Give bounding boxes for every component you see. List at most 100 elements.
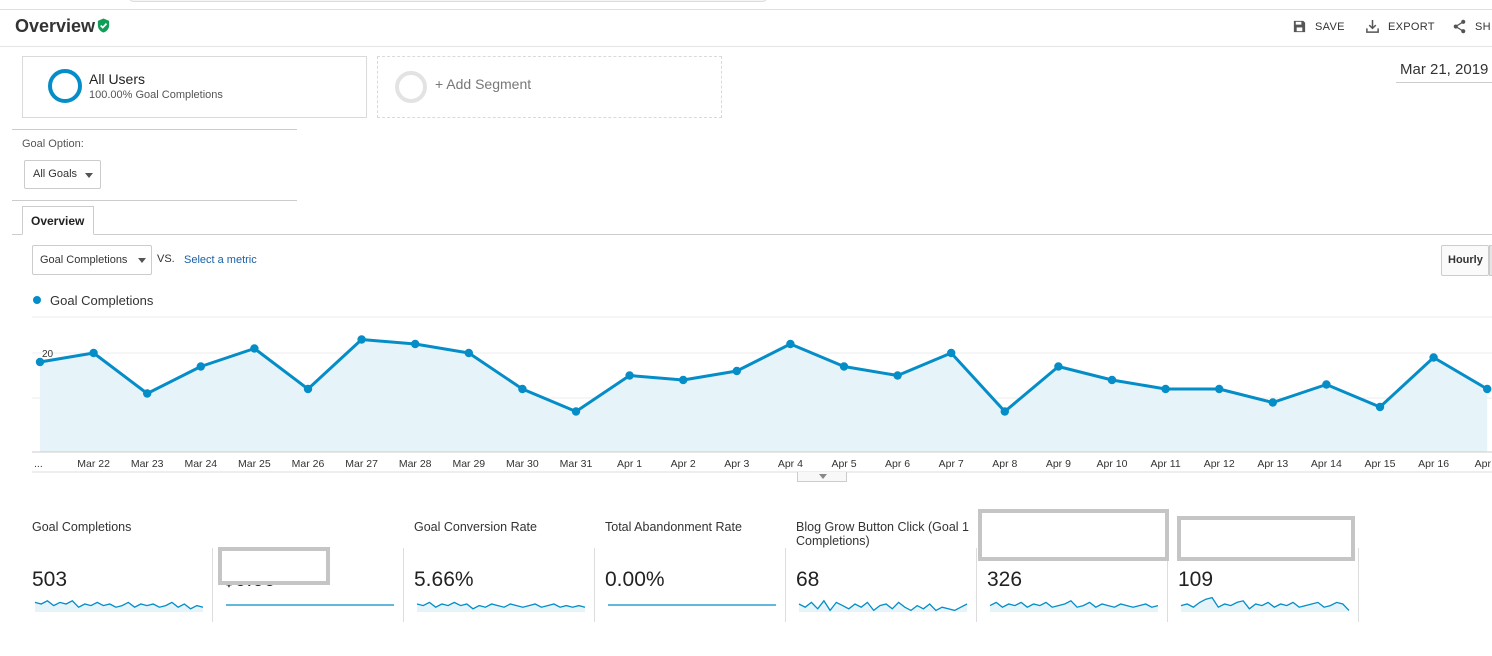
data-point[interactable] <box>1107 375 1117 385</box>
sparkline-line <box>34 600 204 610</box>
data-point[interactable] <box>411 339 420 349</box>
divider <box>12 129 297 130</box>
data-point[interactable] <box>893 371 902 380</box>
sparkline-line <box>798 599 968 612</box>
sparkline <box>1180 596 1350 612</box>
x-tick-label: Apr 16 <box>1418 458 1449 470</box>
data-point[interactable] <box>732 366 741 376</box>
divider <box>976 548 977 622</box>
goal-option-select[interactable]: All Goals <box>24 160 101 189</box>
data-point[interactable] <box>1215 384 1224 394</box>
export-label: EXPORT <box>1388 20 1435 33</box>
date-range-picker[interactable]: Mar 21, 2019 <box>1396 59 1492 83</box>
x-tick-label: Apr 5 <box>831 458 856 470</box>
legend-dot-icon <box>33 296 41 304</box>
scorecard-label: Blog Grow Button Click (Goal 1 Completio… <box>796 520 969 548</box>
data-point[interactable] <box>839 362 849 371</box>
select-metric-link[interactable]: Select a metric <box>184 254 257 266</box>
chevron-down-icon <box>85 173 93 178</box>
vs-label: VS. <box>157 253 175 265</box>
segment-subtitle: 100.00% Goal Completions <box>89 89 223 101</box>
data-point[interactable] <box>143 389 152 398</box>
scorecard-value: 0.00% <box>605 568 665 591</box>
x-tick-label: Mar 26 <box>292 458 325 470</box>
x-tick-label: Apr 7 <box>939 458 964 470</box>
x-tick-label: Mar 31 <box>560 458 593 470</box>
primary-metric-select[interactable]: Goal Completions <box>32 245 152 275</box>
chevron-down-icon <box>819 474 827 479</box>
sparkline <box>226 604 394 606</box>
granularity-next-button[interactable] <box>1489 245 1492 276</box>
data-point[interactable] <box>947 348 956 358</box>
x-tick-label: Apr 8 <box>992 458 1017 470</box>
data-point[interactable] <box>679 375 688 385</box>
sparkline-area <box>799 600 967 612</box>
export-icon <box>1366 19 1379 33</box>
y-tick-label: 20 <box>42 349 54 360</box>
hourly-button[interactable]: Hourly <box>1441 245 1489 276</box>
x-tick-label: Mar 30 <box>506 458 539 470</box>
data-point[interactable] <box>1054 362 1063 371</box>
empty-segment-ring-icon <box>395 71 427 103</box>
data-point[interactable] <box>1268 398 1278 407</box>
x-tick-label: Apr 4 <box>778 458 803 470</box>
save-icon <box>1293 20 1306 33</box>
add-segment-label: + Add Segment <box>435 76 532 92</box>
scorecard-label: Goal Conversion Rate <box>414 520 537 534</box>
save-button[interactable]: SAVE <box>1292 19 1345 34</box>
x-tick-label: Mar 24 <box>184 458 217 470</box>
redaction-box <box>218 547 330 585</box>
data-point[interactable] <box>571 407 581 416</box>
scorecard-value: 326 <box>987 568 1023 591</box>
data-point[interactable] <box>1375 402 1385 412</box>
sparkline-area <box>990 600 1158 612</box>
sparkline-area <box>35 600 203 612</box>
redaction-box <box>978 509 1169 561</box>
sparkline <box>989 600 1159 612</box>
data-point[interactable] <box>1000 407 1009 416</box>
data-point[interactable] <box>357 335 366 344</box>
divider <box>1358 548 1359 622</box>
data-point[interactable] <box>89 348 98 358</box>
redaction-box <box>1177 516 1355 561</box>
export-button[interactable]: EXPORT <box>1365 19 1435 34</box>
x-tick-label: Apr 13 <box>1257 458 1288 470</box>
x-tick-label: Apr 2 <box>671 458 696 470</box>
divider <box>785 548 786 622</box>
data-point[interactable] <box>1161 384 1170 394</box>
series-line <box>39 338 1488 413</box>
data-point[interactable] <box>625 371 634 380</box>
sparkline <box>416 601 586 612</box>
scorecard-value: 109 <box>1178 568 1214 591</box>
tab-overview[interactable]: Overview <box>22 206 94 235</box>
report-header: Overview SAVE EXPORT SH <box>0 11 1492 47</box>
data-point[interactable] <box>196 362 205 371</box>
x-tick-label: Apr 1 <box>617 458 642 470</box>
tab-baseline <box>12 234 1492 235</box>
x-tick-label: Apr 11 <box>1151 458 1181 470</box>
x-tick-label: Apr 9 <box>1046 458 1071 470</box>
sparkline <box>798 599 968 612</box>
data-point[interactable] <box>518 384 527 394</box>
scorecard-value: 503 <box>32 568 68 591</box>
x-tick-label: Mar 27 <box>345 458 378 470</box>
data-point[interactable] <box>1429 353 1438 362</box>
chart-resize-handle[interactable] <box>797 472 847 482</box>
x-tick-label: Apr 12 <box>1204 458 1235 470</box>
data-point[interactable] <box>1483 384 1492 394</box>
data-point[interactable] <box>250 344 259 353</box>
goal-option-label: Goal Option: <box>22 138 84 150</box>
data-point[interactable] <box>786 339 795 349</box>
data-point[interactable] <box>35 357 45 367</box>
segment-all-users[interactable]: All Users 100.00% Goal Completions <box>22 56 367 118</box>
scorecard-label: Goal Completions <box>32 520 132 534</box>
share-button[interactable]: SH <box>1452 19 1491 34</box>
data-point[interactable] <box>1322 380 1331 389</box>
add-segment-button[interactable]: + Add Segment <box>377 56 722 118</box>
chevron-down-icon <box>138 258 146 263</box>
search-bar-edge[interactable] <box>128 0 768 2</box>
data-point[interactable] <box>303 384 313 394</box>
divider <box>1167 548 1168 622</box>
divider <box>594 548 595 622</box>
data-point[interactable] <box>464 348 473 358</box>
